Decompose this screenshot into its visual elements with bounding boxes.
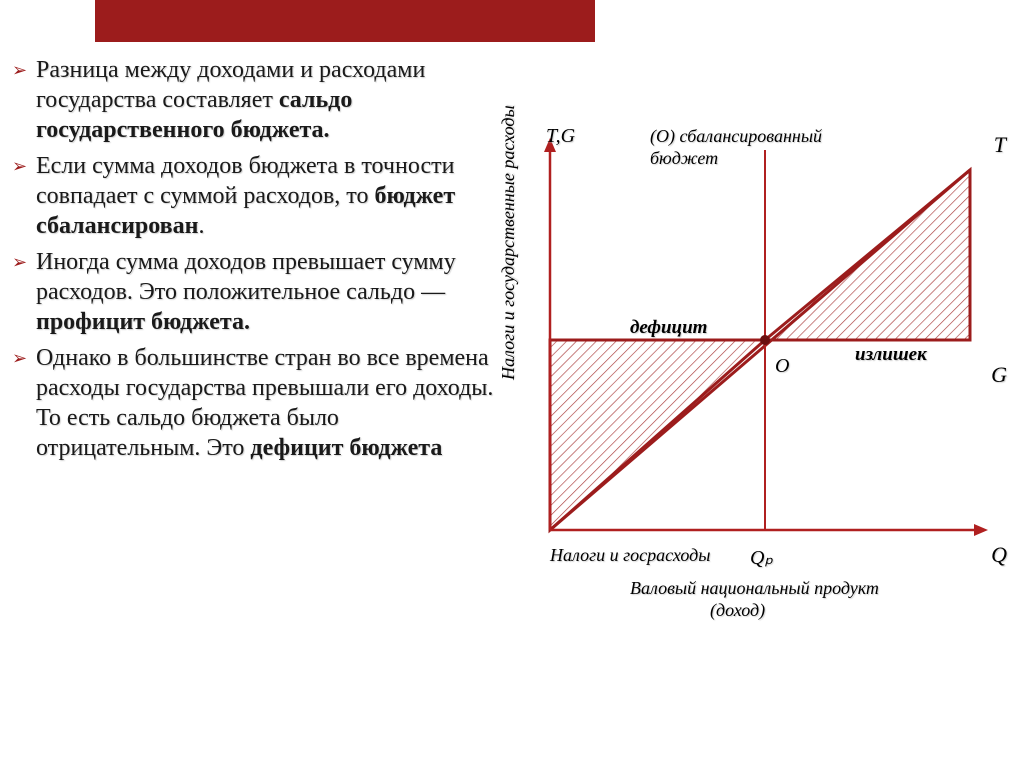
q-endpoint-label: Q [991,542,1007,568]
bullet-item: ➢ Однако в большинстве стран во все врем… [10,343,500,463]
deficit-label: дефицит [630,317,707,339]
balanced-text: (O) сбалансированный бюджет [650,126,822,168]
point-o [760,335,770,345]
bullet-list: ➢ Разница между доходами и расходами гос… [0,55,500,469]
bullet-text: Однако в большинстве стран во все времен… [36,343,500,463]
surplus-label: излишек [855,344,927,366]
bullet-item: ➢ Иногда сумма доходов превышает сумму р… [10,247,500,337]
header-band [95,0,595,42]
bullet-item: ➢ Если сумма доходов бюджета в точности … [10,151,500,241]
g-endpoint-label: G [991,362,1007,388]
bullet-text: Разница между доходами и расходами госуд… [36,55,500,145]
bullet-marker-icon: ➢ [10,55,36,85]
x-axis-title-3: (доход) [710,600,765,621]
balanced-budget-label: (O) сбалансированный бюджет [650,125,822,169]
bullet-marker-icon: ➢ [10,247,36,277]
bullet-marker-icon: ➢ [10,343,36,373]
x-axis-title-2: Валовый национальный продукт [630,578,879,599]
qp-label: Qₚ [750,545,773,570]
x-axis-arrow-icon [974,524,988,536]
y-axis-title: Налоги и государственные расходы [498,105,519,380]
chart-svg [510,130,1010,550]
bullet-item: ➢ Разница между доходами и расходами гос… [10,55,500,145]
budget-chart: T,G (O) сбалансированный бюджет T G Q Qₚ… [510,130,1010,610]
y-axis-title-text: Налоги и государственные расходы [498,105,518,380]
bullet-text: Если сумма доходов бюджета в точности со… [36,151,500,241]
o-point-label: O [775,355,789,378]
bullet-marker-icon: ➢ [10,151,36,181]
x-axis-title-1: Налоги и госрасходы [550,545,710,566]
bullet-text: Иногда сумма доходов превышает сумму рас… [36,247,500,337]
t-endpoint-label: T [994,132,1006,158]
y-axis-top-label: T,G [546,125,575,148]
